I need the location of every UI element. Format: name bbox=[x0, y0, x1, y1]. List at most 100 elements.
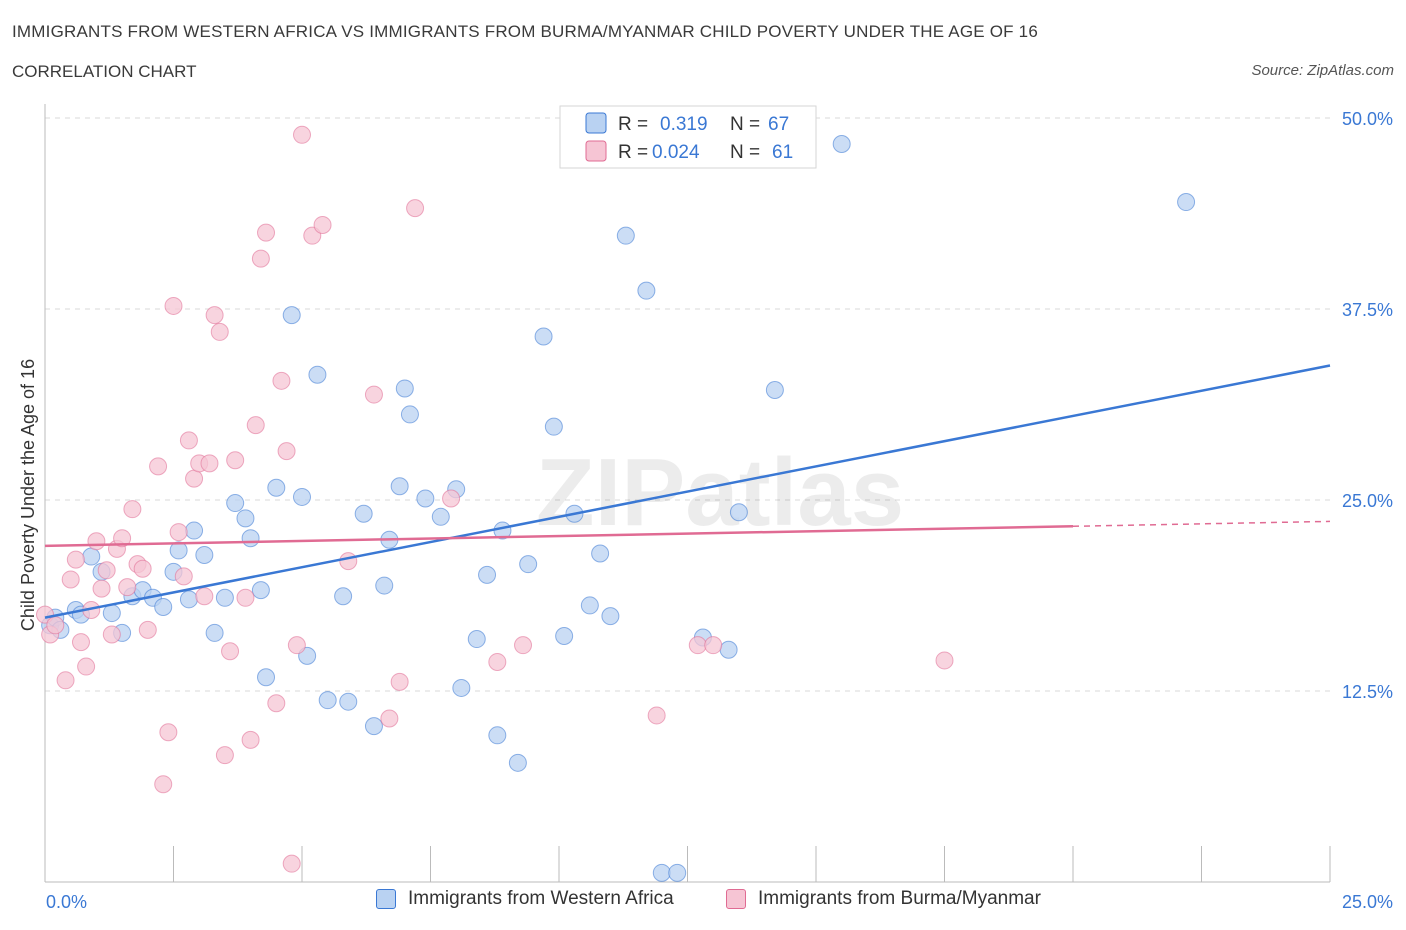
watermark: ZIPatlas bbox=[536, 439, 904, 546]
y-tick-label-1: 25.0% bbox=[1342, 491, 1393, 511]
point-western-africa-63 bbox=[729, 503, 748, 522]
point-burma-myanmar-20 bbox=[149, 457, 168, 476]
y-tick-label-0: 12.5% bbox=[1342, 682, 1393, 702]
point-western-africa-60 bbox=[668, 863, 687, 882]
point-burma-myanmar-45 bbox=[287, 636, 306, 655]
point-western-africa-64 bbox=[765, 380, 784, 399]
point-burma-myanmar-25 bbox=[174, 567, 193, 586]
trend-line-western-africa bbox=[44, 364, 1331, 619]
point-western-africa-32 bbox=[339, 692, 358, 711]
trend-line-burma-myanmar-extension bbox=[1072, 520, 1331, 528]
y-tick-label-3: 50.0% bbox=[1342, 109, 1393, 129]
point-burma-myanmar-22 bbox=[159, 723, 178, 742]
point-burma-myanmar-59 bbox=[704, 636, 723, 655]
point-western-africa-16 bbox=[185, 521, 204, 540]
point-burma-myanmar-14 bbox=[113, 529, 132, 548]
point-burma-myanmar-30 bbox=[200, 454, 219, 473]
legend-label-burma-myanmar: Immigrants from Burma/Myanmar bbox=[758, 888, 1041, 909]
point-burma-myanmar-31 bbox=[205, 306, 224, 325]
point-burma-myanmar-38 bbox=[246, 416, 265, 435]
point-western-africa-34 bbox=[364, 717, 383, 736]
point-western-africa-43 bbox=[452, 678, 471, 697]
point-western-africa-49 bbox=[519, 555, 538, 574]
point-western-africa-59 bbox=[652, 863, 671, 882]
point-western-africa-62 bbox=[719, 640, 738, 659]
point-burma-myanmar-48 bbox=[313, 215, 332, 234]
point-western-africa-50 bbox=[534, 327, 553, 346]
source-label: Source: ZipAtlas.com bbox=[1251, 62, 1394, 79]
trend-lines bbox=[44, 364, 1331, 619]
point-burma-myanmar-35 bbox=[226, 451, 245, 470]
legend-n-label-pink: N = bbox=[730, 142, 760, 163]
point-burma-myanmar-6 bbox=[71, 633, 90, 652]
point-burma-myanmar-23 bbox=[164, 296, 183, 315]
point-burma-myanmar-34 bbox=[221, 642, 240, 661]
chart-subtitle: CORRELATION CHART bbox=[12, 62, 197, 81]
point-western-africa-44 bbox=[467, 630, 486, 649]
data-points bbox=[36, 125, 1196, 882]
point-western-africa-58 bbox=[637, 281, 656, 300]
point-western-africa-21 bbox=[236, 509, 255, 528]
point-burma-myanmar-5 bbox=[66, 550, 85, 569]
point-burma-myanmar-12 bbox=[102, 625, 121, 644]
point-burma-myanmar-60 bbox=[935, 651, 954, 670]
point-western-africa-38 bbox=[395, 379, 414, 398]
legend-swatch-blue bbox=[585, 112, 607, 134]
point-burma-myanmar-7 bbox=[77, 657, 96, 676]
legend-swatch-pink bbox=[585, 140, 607, 162]
legend-r-value-blue: 0.319 bbox=[660, 114, 708, 135]
point-western-africa-51 bbox=[544, 417, 563, 436]
point-burma-myanmar-4 bbox=[61, 570, 80, 589]
point-western-africa-45 bbox=[478, 565, 497, 584]
point-burma-myanmar-55 bbox=[488, 652, 507, 671]
legend-r-value-pink: 0.024 bbox=[652, 142, 700, 163]
legend-item-burma-myanmar: Immigrants from Burma/Myanmar bbox=[726, 888, 1041, 910]
point-western-africa-15 bbox=[179, 590, 198, 609]
point-burma-myanmar-52 bbox=[390, 672, 409, 691]
point-burma-myanmar-36 bbox=[236, 588, 255, 607]
point-burma-myanmar-2 bbox=[46, 616, 65, 635]
series-legend: Immigrants from Western Africa Immigrant… bbox=[0, 888, 1406, 916]
axes bbox=[44, 104, 1331, 883]
point-western-africa-22 bbox=[241, 529, 260, 548]
point-western-africa-12 bbox=[154, 597, 173, 616]
legend-n-value-pink: 61 bbox=[772, 142, 793, 163]
point-western-africa-39 bbox=[400, 405, 419, 424]
point-western-africa-37 bbox=[390, 477, 409, 496]
point-western-africa-66 bbox=[1177, 193, 1196, 212]
point-western-africa-26 bbox=[282, 306, 301, 325]
point-burma-myanmar-41 bbox=[267, 694, 286, 713]
point-western-africa-14 bbox=[169, 541, 188, 560]
point-western-africa-17 bbox=[195, 546, 214, 565]
point-western-africa-40 bbox=[416, 489, 435, 508]
point-burma-myanmar-51 bbox=[380, 709, 399, 728]
point-burma-myanmar-27 bbox=[185, 469, 204, 488]
point-western-africa-35 bbox=[375, 576, 394, 595]
point-burma-myanmar-15 bbox=[118, 578, 137, 597]
y-tick-labels: 12.5% 25.0% 37.5% 50.0% bbox=[1342, 109, 1393, 702]
trend-line-burma-myanmar bbox=[44, 525, 1074, 548]
point-burma-myanmar-42 bbox=[272, 371, 291, 390]
point-burma-myanmar-56 bbox=[514, 636, 533, 655]
point-burma-myanmar-11 bbox=[97, 561, 116, 580]
point-burma-myanmar-18 bbox=[133, 559, 152, 578]
point-burma-myanmar-44 bbox=[282, 854, 301, 873]
point-western-africa-19 bbox=[215, 588, 234, 607]
legend-n-label-blue: N = bbox=[730, 114, 760, 135]
legend-n-value-blue: 67 bbox=[768, 114, 789, 135]
point-burma-myanmar-53 bbox=[406, 199, 425, 218]
point-western-africa-24 bbox=[257, 668, 276, 687]
point-western-africa-48 bbox=[508, 753, 527, 772]
stats-legend: R = 0.319 N = 67 R = 0.024 N = 61 bbox=[559, 105, 817, 169]
point-western-africa-18 bbox=[205, 623, 224, 642]
point-western-africa-23 bbox=[251, 581, 270, 600]
point-burma-myanmar-24 bbox=[169, 523, 188, 542]
point-western-africa-25 bbox=[267, 478, 286, 497]
point-western-africa-31 bbox=[334, 587, 353, 606]
x-tick-label-1: 25.0% bbox=[1342, 892, 1393, 912]
chart-title: IMMIGRANTS FROM WESTERN AFRICA VS IMMIGR… bbox=[12, 22, 1038, 41]
point-burma-myanmar-46 bbox=[293, 125, 311, 144]
point-western-africa-20 bbox=[226, 494, 245, 513]
point-western-africa-7 bbox=[102, 604, 121, 623]
point-burma-myanmar-26 bbox=[179, 431, 198, 450]
